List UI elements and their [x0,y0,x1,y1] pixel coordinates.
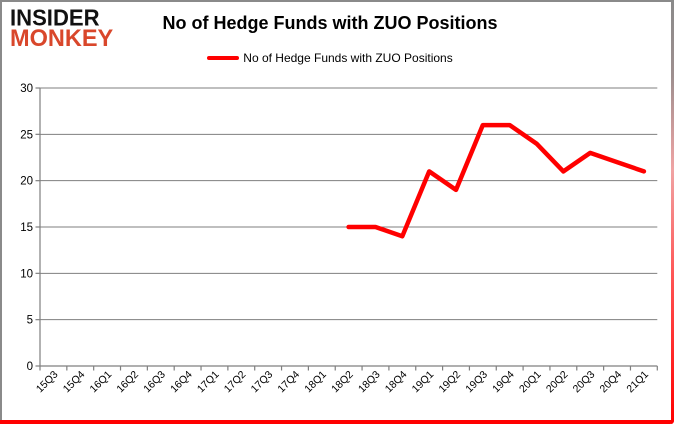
x-axis-label-20Q3: 20Q3 [571,369,598,396]
chart-legend: No of Hedge Funds with ZUO Positions [130,51,530,65]
y-axis-label-5: 5 [27,315,33,327]
x-axis-label-16Q4: 16Q4 [168,369,195,396]
x-axis-label-20Q4: 20Q4 [598,369,625,396]
x-axis-label-18Q1: 18Q1 [302,369,329,396]
x-axis-label-16Q3: 16Q3 [141,369,168,396]
insider-monkey-logo: INSIDER MONKEY [10,3,115,53]
y-axis-label-15: 15 [20,222,33,234]
chart-title: No of Hedge Funds with ZUO Positions [162,13,498,33]
x-axis-label-15Q4: 15Q4 [61,369,88,396]
series-line [346,122,647,239]
x-axis-label-17Q3: 17Q3 [249,369,276,396]
y-axis-label-30: 30 [20,83,33,95]
x-axis-label-16Q1: 16Q1 [88,369,115,396]
logo-insider-text: INSIDER [10,3,100,31]
y-axis-label-0: 0 [27,361,33,373]
hedge-funds-line-chart: 0 5 10 15 20 25 30 15Q3 15Q4 16Q1 16Q2 16Q3 16Q4 17Q1… [20,83,658,396]
frame-border-bottom [0,420,674,424]
x-axis-label-21Q1: 21Q1 [624,369,651,396]
frame-border-top [0,0,674,2]
frame-border-right [671,0,674,424]
x-axis-label-17Q2: 17Q2 [222,369,249,396]
y-axis-label-25: 25 [20,129,33,141]
x-axis-label-18Q3: 18Q3 [356,369,383,396]
x-axis-label-16Q2: 16Q2 [114,369,141,396]
x-axis-label-19Q1: 19Q1 [410,369,437,396]
legend-line-swatch [207,56,240,60]
x-axis-label-15Q3: 15Q3 [34,369,61,396]
x-axis-label-18Q2: 18Q2 [329,369,356,396]
logo-monkey-text: MONKEY [10,25,114,53]
y-axis-label-20: 20 [20,176,33,188]
x-axis-label-20Q1: 20Q1 [517,369,544,396]
legend-label: No of Hedge Funds with ZUO Positions [243,51,453,65]
x-axis-label-19Q2: 19Q2 [436,369,463,396]
x-axis-label-20Q2: 20Q2 [544,369,571,396]
chart-frame: INSIDER MONKEY No of Hedge Funds with ZU… [0,0,674,424]
frame-border-left [0,0,2,424]
x-axis-label-19Q4: 19Q4 [490,369,517,396]
x-axis-label-17Q4: 17Q4 [275,369,302,396]
x-axis-label-19Q3: 19Q3 [463,369,490,396]
x-axis-label-18Q4: 18Q4 [383,369,410,396]
y-axis-label-10: 10 [20,268,33,280]
x-axis-label-17Q1: 17Q1 [195,369,222,396]
